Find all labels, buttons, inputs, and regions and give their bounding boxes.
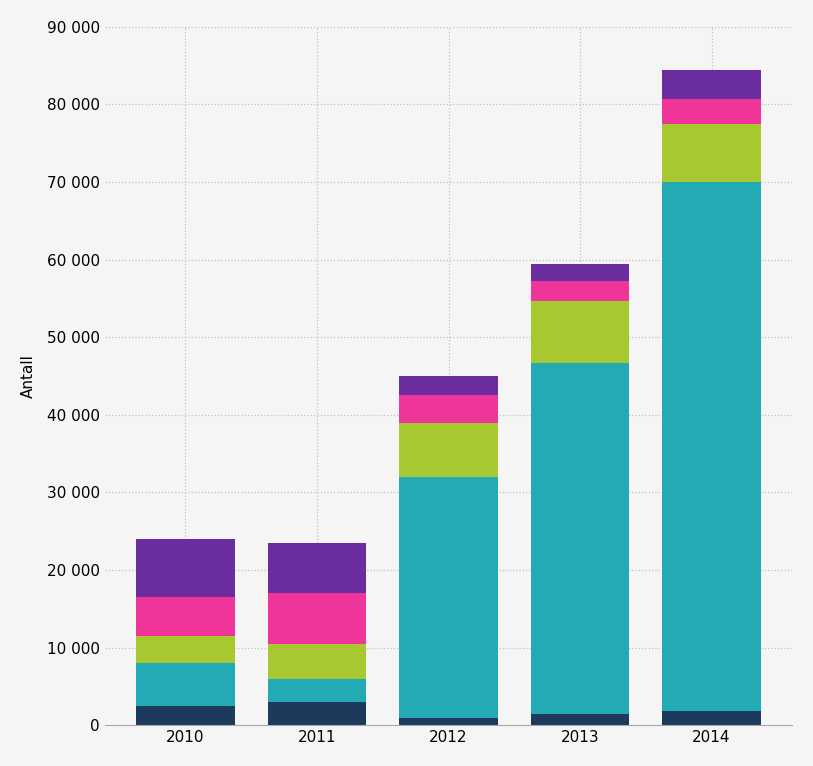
Y-axis label: Antall: Antall [21, 354, 36, 398]
Bar [267, 543, 367, 594]
Bar [136, 636, 235, 663]
Bar [136, 663, 235, 706]
Bar [136, 597, 235, 636]
Bar [136, 706, 235, 725]
Bar [531, 301, 629, 363]
Bar [531, 281, 629, 301]
Bar [531, 264, 629, 281]
Bar [399, 376, 498, 395]
Bar [267, 643, 367, 679]
Bar [399, 718, 498, 725]
Bar [531, 363, 629, 714]
Bar [267, 594, 367, 643]
Bar [267, 679, 367, 702]
Bar [663, 124, 761, 182]
Bar [267, 702, 367, 725]
Bar [663, 99, 761, 124]
Bar [663, 70, 761, 99]
Bar [663, 712, 761, 725]
Bar [663, 182, 761, 712]
Bar [399, 395, 498, 423]
Bar [399, 423, 498, 477]
Bar [531, 714, 629, 725]
Bar [136, 539, 235, 597]
Bar [399, 477, 498, 718]
